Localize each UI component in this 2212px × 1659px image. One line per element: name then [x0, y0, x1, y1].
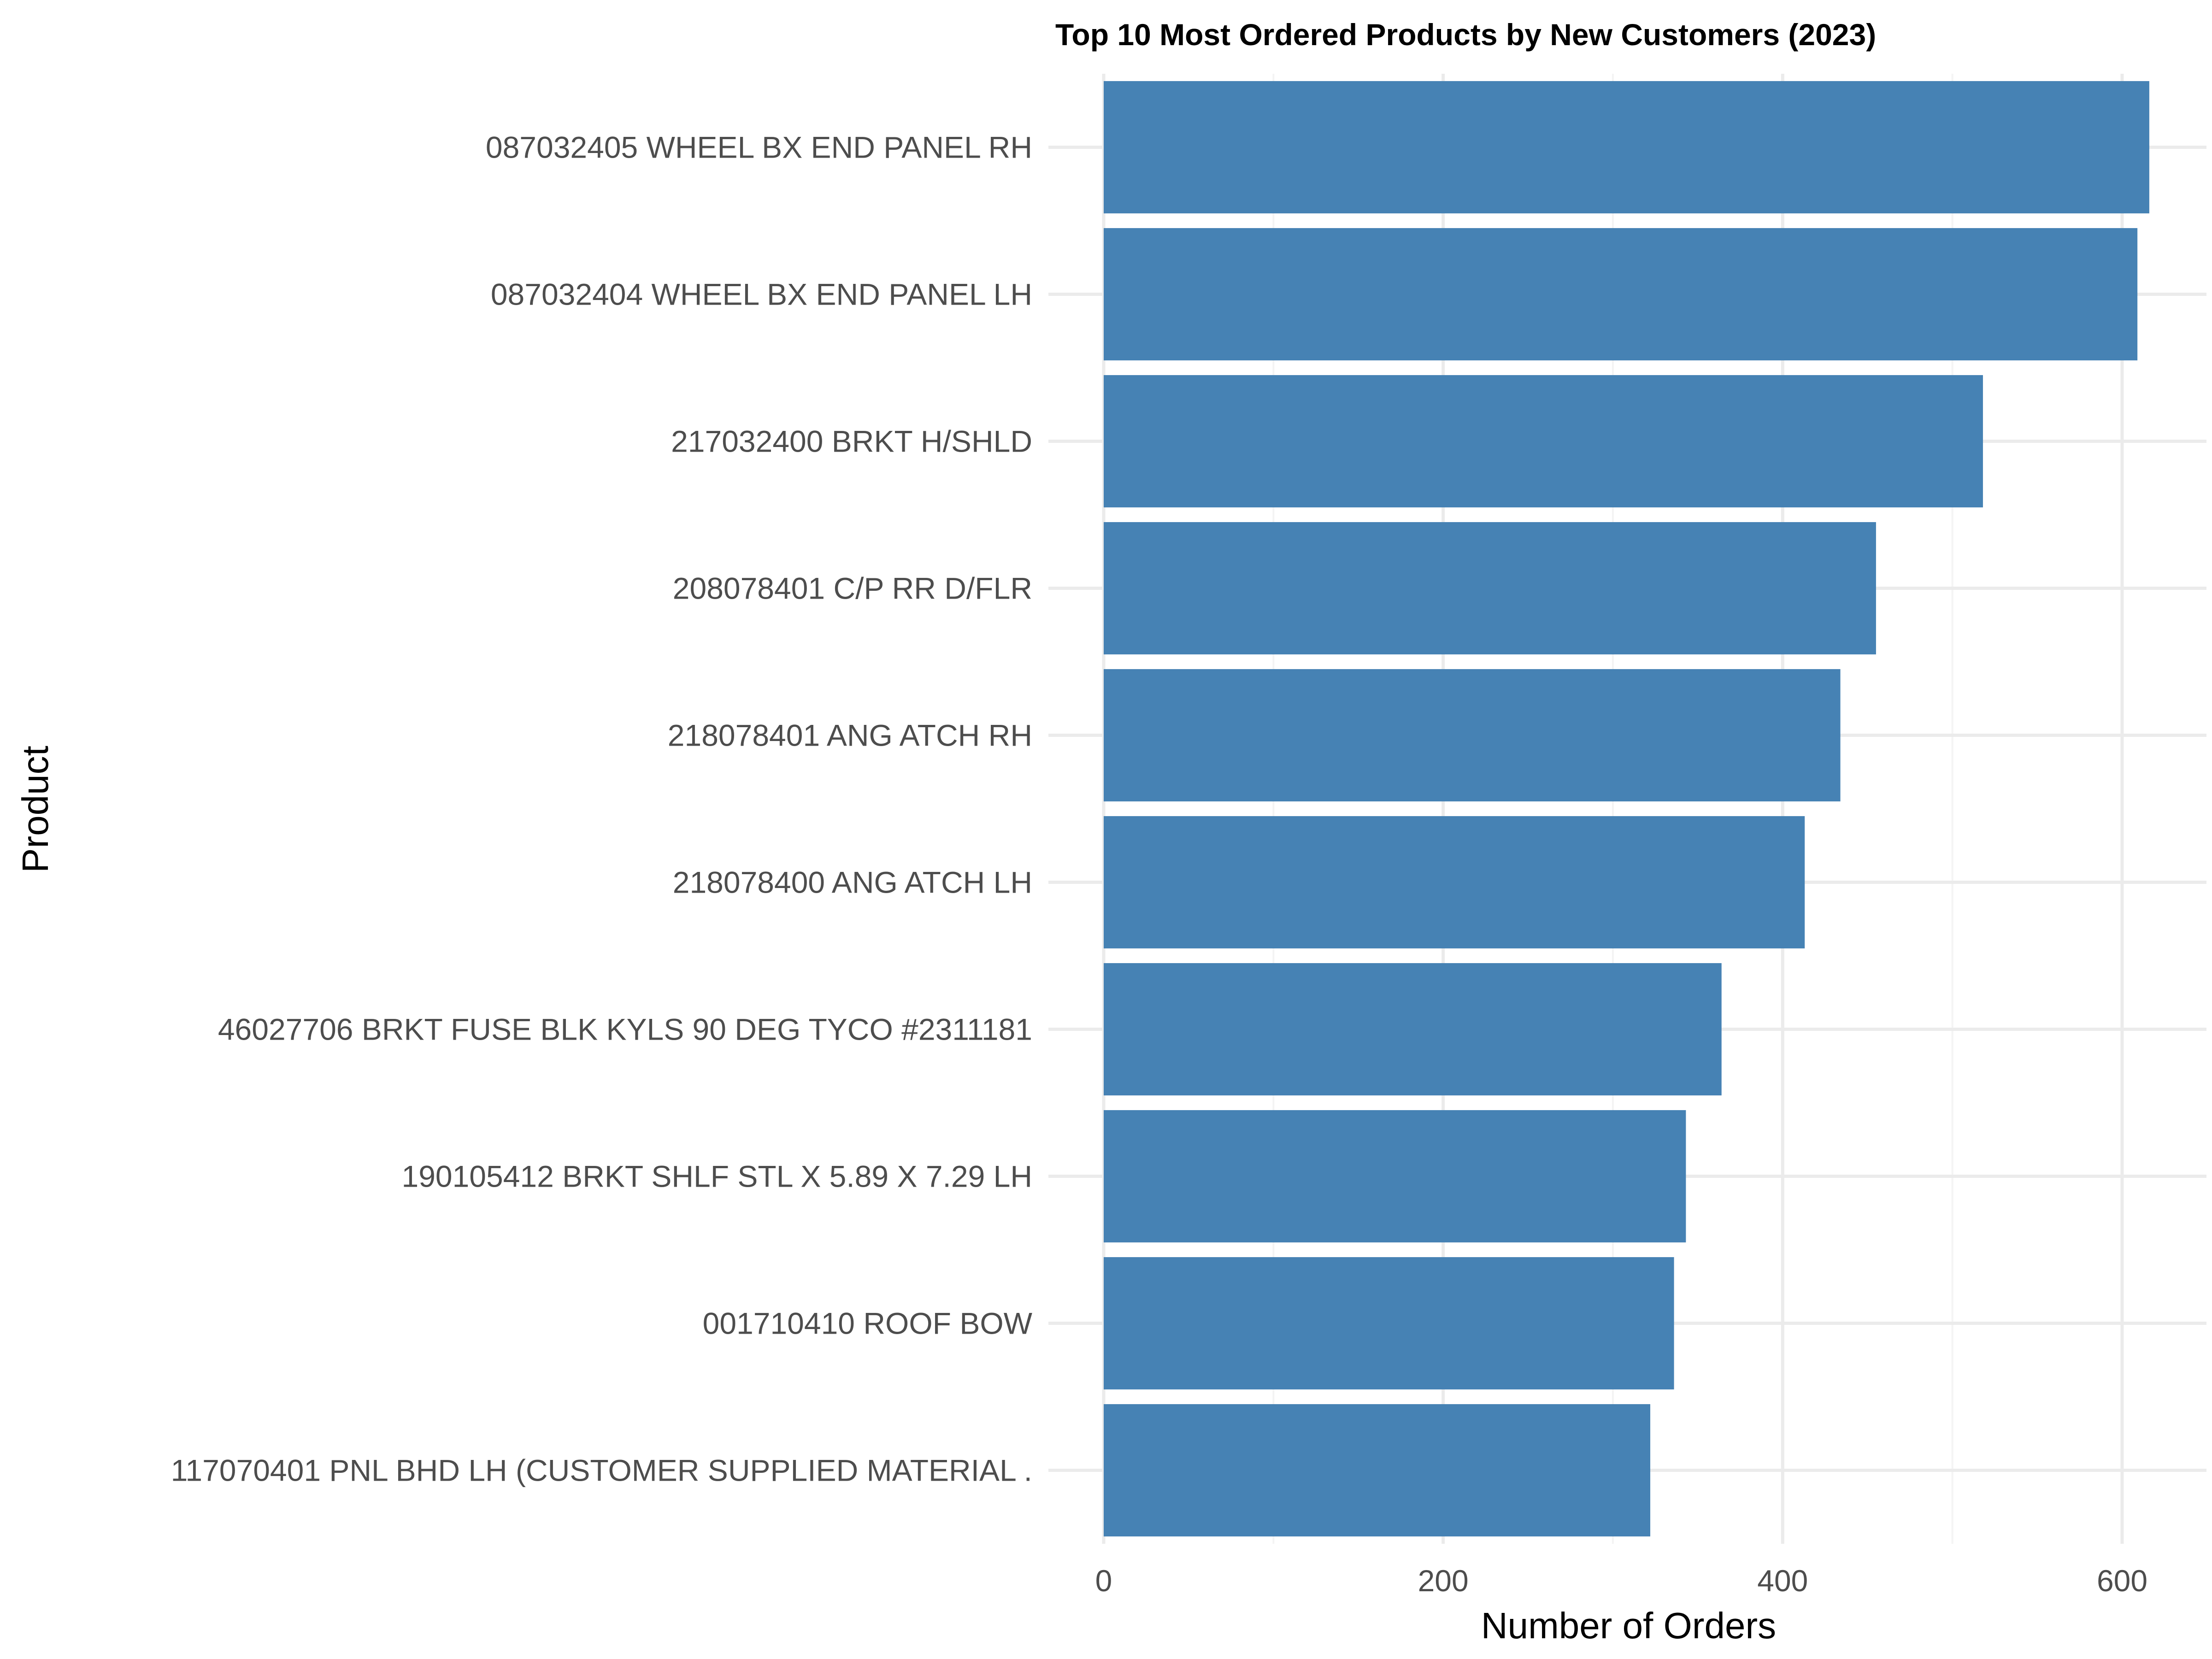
bars: [1104, 81, 2149, 1537]
bar: [1104, 1404, 1651, 1537]
y-tick-label: 117070401 PNL BHD LH (CUSTOMER SUPPLIED …: [171, 1453, 1032, 1488]
bar: [1104, 375, 1983, 508]
x-tick-label: 0: [1095, 1564, 1112, 1598]
y-tick-label: 218078400 ANG ATCH LH: [673, 865, 1032, 900]
y-tick-labels: 087032405 WHEEL BX END PANEL RH 087032404…: [171, 130, 1033, 1488]
y-tick-label: 087032404 WHEEL BX END PANEL LH: [491, 277, 1032, 312]
bar: [1104, 816, 1805, 949]
y-tick-label: 190105412 BRKT SHLF STL X 5.89 X 7.29 LH: [401, 1159, 1032, 1194]
x-axis-title: Number of Orders: [1481, 1605, 1776, 1646]
y-tick-label: 46027706 BRKT FUSE BLK KYLS 90 DEG TYCO …: [218, 1012, 1032, 1047]
bar: [1104, 228, 2138, 361]
y-tick-label: 001710410 ROOF BOW: [703, 1306, 1033, 1341]
bar: [1104, 81, 2149, 214]
x-tick-label: 600: [2097, 1564, 2147, 1598]
y-tick-label: 217032400 BRKT H/SHLD: [671, 424, 1032, 459]
y-tick-label: 218078401 ANG ATCH RH: [668, 718, 1032, 753]
x-tick-labels: 0 200 400 600: [1095, 1564, 2147, 1598]
bar: [1104, 963, 1722, 1096]
x-tick-label: 200: [1418, 1564, 1469, 1598]
bar: [1104, 522, 1876, 655]
y-axis-title: Product: [15, 746, 56, 873]
x-tick-label: 400: [1757, 1564, 1808, 1598]
bar: [1104, 1110, 1686, 1243]
chart-title: Top 10 Most Ordered Products by New Cust…: [1055, 18, 1876, 52]
bar: [1104, 669, 1841, 802]
y-tick-label: 087032405 WHEEL BX END PANEL RH: [486, 130, 1032, 165]
y-tick-label: 208078401 C/P RR D/FLR: [673, 571, 1032, 606]
bar: [1104, 1257, 1674, 1390]
